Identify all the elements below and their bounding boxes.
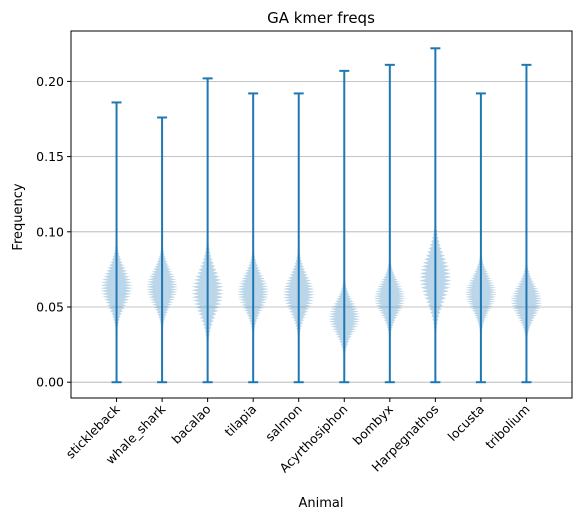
y-axis-label: Frequency <box>11 183 26 250</box>
chart-title: GA kmer freqs <box>267 9 375 27</box>
x-axis-label: Animal <box>299 496 344 511</box>
y-tick-label: 0.10 <box>36 224 64 239</box>
y-tick-label: 0.00 <box>36 375 64 390</box>
y-tick-label: 0.20 <box>36 74 64 89</box>
y-tick-label: 0.05 <box>36 300 64 315</box>
y-tick-label: 0.15 <box>36 149 64 164</box>
